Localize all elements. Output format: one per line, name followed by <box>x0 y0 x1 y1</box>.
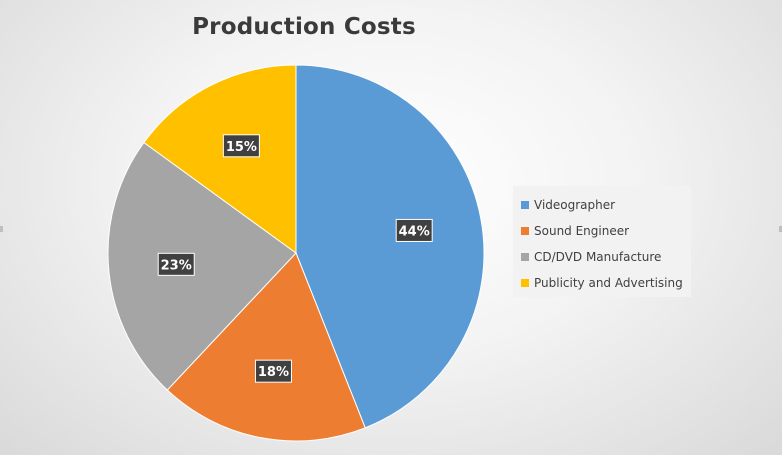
legend: Videographer Sound Engineer CD/DVD Manufac… <box>513 186 691 297</box>
data-label-box <box>254 359 292 383</box>
legend-label: CD/DVD Manufacture <box>534 250 662 264</box>
data-label-cd-dvd-manufacture: 23% <box>157 252 195 276</box>
legend-item-cd-dvd-manufacture[interactable]: CD/DVD Manufacture <box>521 244 691 270</box>
legend-swatch <box>521 279 529 287</box>
legend-item-videographer[interactable]: Videographer <box>521 192 691 218</box>
data-label-text: 44% <box>399 224 430 239</box>
data-label-sound-engineer: 18% <box>254 359 292 383</box>
legend-label: Sound Engineer <box>534 224 630 238</box>
data-label-publicity-and-advertising: 15% <box>222 134 260 158</box>
data-label-box <box>157 252 195 276</box>
pie-slices <box>107 64 485 442</box>
data-label-text: 15% <box>226 140 257 155</box>
resize-handle-right[interactable] <box>779 226 782 232</box>
data-label-box <box>222 134 260 158</box>
legend-item-publicity-and-advertising[interactable]: Publicity and Advertising <box>521 270 691 296</box>
legend-swatch <box>521 253 529 261</box>
pie-slice-publicity-and-advertising[interactable] <box>143 64 297 254</box>
pie-slice-videographer[interactable] <box>295 64 485 429</box>
legend-label: Publicity and Advertising <box>534 276 683 290</box>
data-label-box <box>395 218 433 242</box>
data-label-text: 18% <box>258 365 289 380</box>
chart-title: Production Costs <box>192 14 416 40</box>
pie-slice-sound-engineer[interactable] <box>166 252 366 442</box>
pie-data-labels: 44% 18% 23% 15% <box>157 134 433 383</box>
legend-swatch <box>521 227 529 235</box>
data-label-videographer: 44% <box>395 218 433 242</box>
resize-handle-left[interactable] <box>0 226 3 232</box>
legend-swatch <box>521 201 529 209</box>
data-label-text: 23% <box>161 258 192 273</box>
pie-slice-cd-dvd-manufacture[interactable] <box>107 141 297 391</box>
legend-item-sound-engineer[interactable]: Sound Engineer <box>521 218 691 244</box>
legend-label: Videographer <box>534 198 616 212</box>
